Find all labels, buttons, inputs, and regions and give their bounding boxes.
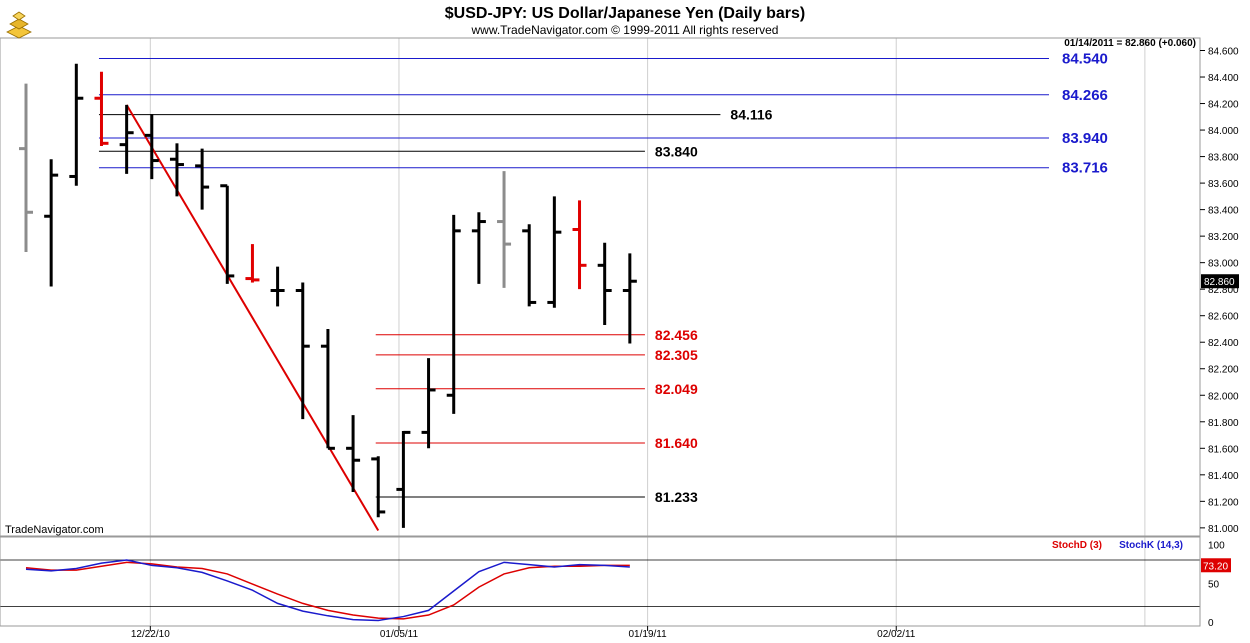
price-tick-label: 82.400 <box>1208 338 1239 349</box>
stochd-legend: StochD (3) <box>1052 540 1102 551</box>
stoch-tick-label: 0 <box>1208 618 1214 629</box>
ohlc-bar <box>522 224 537 307</box>
price-tick-label: 83.600 <box>1208 179 1239 190</box>
price-tick-label: 81.600 <box>1208 444 1239 455</box>
ohlc-bar <box>94 71 109 146</box>
trendline-group <box>125 104 380 532</box>
chart-title: $USD-JPY: US Dollar/Japanese Yen (Daily … <box>445 5 805 22</box>
level-label: 82.305 <box>655 347 698 363</box>
ohlc-bar <box>421 358 436 449</box>
ohlc-bar <box>572 200 587 290</box>
last-stoch-box <box>1201 558 1231 573</box>
trendline <box>125 104 380 532</box>
ohlc-bar <box>119 104 134 174</box>
price-tick-label: 81.200 <box>1208 497 1239 508</box>
ohlc-bar <box>396 430 411 528</box>
price-tick-label: 84.000 <box>1208 126 1239 137</box>
ohlc-bar <box>69 63 84 186</box>
date-tick-label: 02/02/11 <box>877 629 916 640</box>
level-label: 82.456 <box>655 327 698 343</box>
last-price-box <box>1201 274 1239 289</box>
level-label: 83.940 <box>1062 130 1108 147</box>
price-tick-label: 83.200 <box>1208 232 1239 243</box>
ohlc-bar <box>44 159 59 287</box>
watermark: TradeNavigator.com <box>5 524 104 536</box>
ohlc-bar <box>547 196 562 308</box>
price-tick-label: 82.600 <box>1208 312 1239 323</box>
support-resistance-levels: 84.540 84.266 84.116 83.940 83.840 83.716 82.4… <box>98 50 1108 505</box>
stochastic-lines <box>25 559 630 622</box>
level-label: 81.640 <box>655 435 698 451</box>
level-label: 84.266 <box>1062 87 1108 104</box>
level-label: 83.716 <box>1062 160 1108 177</box>
ohlc-bar <box>270 266 285 307</box>
price-tick-label: 83.400 <box>1208 206 1239 217</box>
price-tick-label: 83.800 <box>1208 153 1239 164</box>
level-label: 82.049 <box>655 381 698 397</box>
ohlc-bar <box>245 244 260 283</box>
price-axis: 84.600 84.400 84.200 84.000 83.800 83.600 83.4… <box>1200 47 1239 535</box>
price-tick-label: 81.800 <box>1208 418 1239 429</box>
level-label: 81.233 <box>655 489 698 505</box>
stoch-line <box>25 561 630 620</box>
ohlc-bar <box>597 242 612 325</box>
price-tick-label: 84.200 <box>1208 100 1239 111</box>
level-label: 83.840 <box>655 143 698 159</box>
ohlc-bar <box>19 83 33 253</box>
last-price-label: 82.860 <box>1204 277 1235 288</box>
ohlc-bar <box>497 171 512 288</box>
price-bars <box>19 63 637 528</box>
date-tick-label: 01/05/11 <box>380 629 419 640</box>
price-panel-frame <box>0 37 1201 537</box>
stoch-tick-label: 50 <box>1208 579 1220 590</box>
price-tick-label: 84.400 <box>1208 73 1239 84</box>
price-tick-label: 81.000 <box>1208 524 1239 535</box>
date-tick-label: 12/22/10 <box>131 629 170 640</box>
ohlc-bar <box>471 212 486 284</box>
date-tick-label: 01/19/11 <box>629 629 668 640</box>
ohlc-bar <box>195 148 210 210</box>
price-tick-label: 81.400 <box>1208 471 1239 482</box>
chart-subtitle: www.TradeNavigator.com © 1999-2011 All r… <box>471 23 779 37</box>
ohlc-bar <box>295 282 310 420</box>
last-quote: 01/14/2011 = 82.860 (+0.060) <box>1064 38 1196 49</box>
stoch-panel-frame <box>0 536 1201 627</box>
level-label: 84.540 <box>1062 50 1108 67</box>
ohlc-bar <box>346 415 361 493</box>
date-axis: 12/22/10 01/05/11 01/19/11 02/02/11 <box>131 626 916 640</box>
ohlc-bar <box>622 253 637 344</box>
ohlc-bar <box>371 456 386 518</box>
ohlc-bar <box>144 114 159 180</box>
ohlc-bar <box>320 328 335 450</box>
level-label: 84.116 <box>730 107 772 123</box>
price-tick-label: 83.000 <box>1208 259 1239 270</box>
ohlc-bar <box>446 214 461 414</box>
stoch-tick-label: 100 <box>1208 541 1225 552</box>
price-tick-label: 84.600 <box>1208 47 1239 58</box>
gold-bars-logo-icon <box>6 11 32 39</box>
price-tick-label: 82.200 <box>1208 365 1239 376</box>
stoch-line <box>25 559 630 622</box>
stoch-axis: 100 50 0 73.20 <box>1201 541 1231 629</box>
price-tick-label: 82.800 <box>1208 285 1239 296</box>
stochk-legend: StochK (14,3) <box>1119 540 1183 551</box>
ohlc-bar <box>169 143 184 197</box>
last-stoch-label: 73.20 <box>1203 561 1228 572</box>
price-tick-label: 82.000 <box>1208 391 1239 402</box>
ohlc-bar <box>220 184 235 284</box>
